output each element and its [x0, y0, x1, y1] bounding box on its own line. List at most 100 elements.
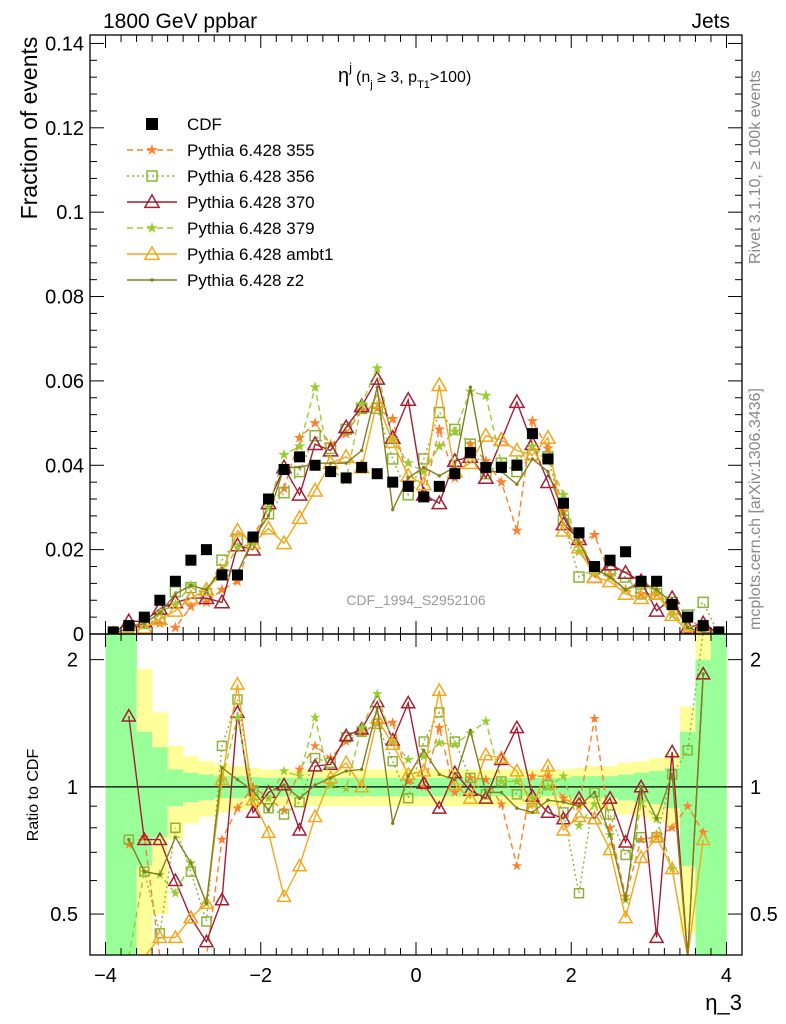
legend-label-pythia-6-428-356: Pythia 6.428 356	[187, 167, 315, 186]
ratio-point-pythia-6-428-370-27	[540, 804, 556, 819]
ratio-point-pythia-6-428-370-18	[400, 694, 417, 709]
ratio-point-pythia-6-428-z2-8	[251, 788, 255, 793]
ratio-point-pythia-6-428-379-20	[434, 737, 445, 748]
ratio-ylabel: Ratio to CDF	[25, 749, 42, 842]
ratio-point-pythia-6-428-ambt1-21	[447, 777, 463, 791]
main-point-pythia-6-428-355-34	[635, 587, 647, 599]
main-panel-data	[107, 362, 725, 634]
main-point-pythia-6-428-370-21	[430, 494, 448, 510]
ratio-point-pythia-6-428-370-2	[152, 831, 168, 846]
legend-label-pythia-6-428-z2: Pythia 6.428 z2	[187, 271, 304, 290]
main-point-pythia-6-428-z2-28	[546, 469, 550, 474]
ratio-panel-data	[90, 634, 742, 955]
main-line-pythia-6-428-356	[113, 407, 720, 634]
ratio-point-pythia-6-428-379-11	[294, 770, 305, 781]
ratio-point-pythia-6-428-355-27	[542, 770, 554, 781]
ratio-point-pythia-6-428-ambt1-2	[152, 929, 168, 944]
ratio-point-pythia-6-428-ambt1-22	[462, 790, 479, 804]
x-axis-label: η_3	[705, 990, 742, 1015]
main-point-pythia-6-428-z2-32	[608, 575, 612, 579]
ratio-band-inner-4	[167, 769, 184, 807]
cdf-point-36	[666, 598, 678, 610]
legend-marker-pythia-6-428-ambt1	[143, 245, 161, 261]
cdf-point-4	[169, 575, 181, 587]
main-y-tick-label: 0.06	[45, 371, 84, 393]
cdf-point-30	[573, 527, 585, 539]
main-point-pythia-6-428-ambt1-23	[461, 454, 479, 470]
ratio-point-pythia-6-428-370-14	[338, 727, 354, 742]
ratio-point-pythia-6-428-379-26	[527, 792, 538, 803]
main-point-pythia-6-428-355-29	[557, 505, 570, 517]
ratio-band-inner-37	[679, 731, 696, 866]
main-y-tick-label: 0.1	[56, 202, 84, 224]
cdf-point-33	[620, 546, 632, 558]
main-point-pythia-6-428-379-16	[355, 398, 368, 409]
ratio-band-inner-35	[648, 771, 665, 805]
ratio-point-pythia-6-428-356-12	[309, 752, 321, 764]
main-point-pythia-6-428-z2-21	[437, 474, 441, 478]
x-tick-label: 2	[566, 965, 577, 987]
ratio-point-pythia-6-428-z2-1	[142, 869, 147, 874]
main-point-pythia-6-428-ambt1-12	[291, 509, 309, 525]
cdf-point-8	[231, 569, 243, 581]
main-point-pythia-6-428-355-5	[185, 600, 197, 612]
ratio-point-pythia-6-428-370-13	[322, 756, 339, 771]
ratio-point-pythia-6-428-z2-7	[235, 777, 240, 782]
ratio-point-pythia-6-428-z2-22	[468, 728, 473, 733]
ratio-point-pythia-6-428-z2-2	[158, 872, 162, 877]
main-point-pythia-6-428-370-16	[353, 397, 371, 413]
ratio-point-pythia-6-428-356-36	[682, 745, 693, 756]
ratio-point-pythia-6-428-z2-19	[422, 748, 426, 753]
ratio-band-inner-1	[121, 634, 137, 955]
ratio-point-pythia-6-428-379-3	[170, 887, 181, 898]
ratio-point-pythia-6-428-z2-9	[266, 808, 271, 813]
main-point-pythia-6-428-ambt1-28	[539, 429, 557, 444]
main-point-pythia-6-428-z2-18	[391, 507, 395, 512]
cdf-point-27	[526, 428, 538, 440]
ratio-point-pythia-6-428-379-13	[325, 779, 336, 790]
ratio-point-pythia-6-428-356-32	[620, 849, 631, 861]
ratio-series-pythia-6-428-ambt1	[145, 676, 711, 955]
ratio-point-pythia-6-428-ambt1-24	[493, 750, 510, 764]
ratio-point-pythia-6-428-ambt1-30	[586, 810, 603, 825]
cdf-point-21	[433, 480, 445, 492]
ratio-point-pythia-6-428-379-10	[278, 765, 290, 776]
ratio-point-pythia-6-428-355-23	[480, 774, 492, 785]
ratio-point-pythia-6-428-z2-0	[127, 837, 131, 842]
ratio-point-pythia-6-428-379-28	[558, 770, 569, 781]
ratio-point-pythia-6-428-356-10	[278, 809, 290, 820]
ratio-point-pythia-6-428-370-6	[214, 891, 230, 906]
ratio-point-pythia-6-428-z2-15	[359, 767, 364, 772]
ratio-point-pythia-6-428-z2-3	[173, 835, 178, 839]
main-point-pythia-6-428-ambt1-25	[492, 431, 510, 447]
ratio-point-pythia-6-428-370-23	[478, 790, 494, 804]
legend-marker-pythia-6-428-355	[146, 144, 158, 155]
x-tick-label: 4	[721, 965, 732, 987]
cdf-point-12	[294, 451, 306, 463]
main-point-pythia-6-428-z2-5	[189, 583, 193, 588]
ratio-point-pythia-6-428-ambt1-10	[276, 888, 292, 903]
legend-entry-pythia-6-428-370: Pythia 6.428 370	[127, 193, 315, 212]
ratio-point-pythia-6-428-355-18	[403, 775, 414, 786]
ratio-point-pythia-6-428-z2-14	[344, 769, 348, 773]
main-point-pythia-6-428-ambt1-24	[477, 427, 495, 442]
main-point-pythia-6-428-379-8	[231, 541, 244, 553]
ratio-point-pythia-6-428-z2-37	[701, 672, 705, 676]
ratio-point-pythia-6-428-ambt1-23	[478, 746, 494, 761]
cdf-point-10	[263, 493, 275, 505]
main-point-pythia-6-428-z2-30	[577, 541, 581, 546]
cdf-point-3	[154, 594, 166, 606]
main-point-pythia-6-428-z2-4	[173, 592, 178, 596]
main-point-pythia-6-428-ambt1-34	[632, 589, 650, 605]
ratio-y-tick-label: 2	[67, 650, 78, 672]
ratio-point-pythia-6-428-379-27	[542, 781, 554, 792]
main-point-pythia-6-428-379-19	[402, 457, 414, 469]
main-point-pythia-6-428-356-38	[697, 596, 709, 609]
main-point-pythia-6-428-355-8	[231, 575, 244, 587]
legend-marker-pythia-6-428-379	[146, 222, 158, 233]
main-point-pythia-6-428-379-10	[262, 501, 275, 513]
ratio-point-pythia-6-428-379-17	[387, 736, 398, 746]
ratio-y-tick-label-right: 1	[750, 777, 761, 799]
legend-marker-pythia-6-428-z2	[150, 278, 154, 282]
main-point-pythia-6-428-355-24	[480, 455, 492, 466]
